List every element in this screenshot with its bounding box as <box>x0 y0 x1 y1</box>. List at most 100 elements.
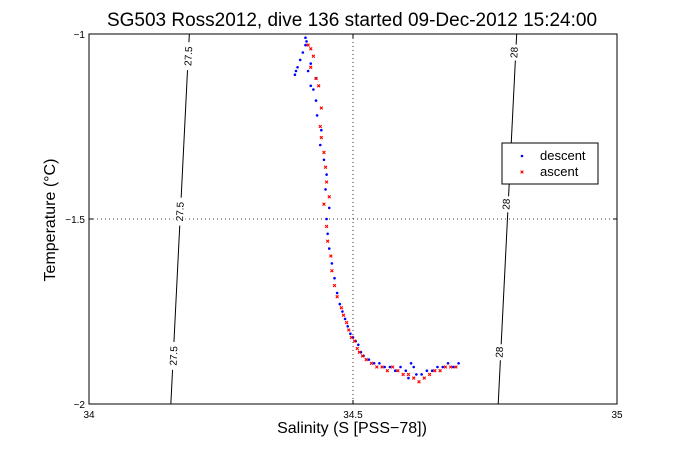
ascent-point <box>349 335 354 340</box>
ascent-point <box>364 357 368 362</box>
descent-point <box>378 362 381 365</box>
descent-point <box>301 51 305 54</box>
ascent-point <box>427 372 432 377</box>
y-tick-label: −2 <box>74 400 86 411</box>
ascent-point <box>311 54 316 58</box>
descent-point <box>298 58 302 62</box>
descent-point <box>304 43 307 47</box>
descent-point <box>314 99 318 102</box>
ascent-point <box>314 76 318 81</box>
descent-point <box>341 310 344 313</box>
ascent-point <box>332 283 337 288</box>
isopycnal-label-text: 27.5 <box>169 346 181 366</box>
legend-label-descent: descent <box>540 148 586 163</box>
descent-point <box>441 365 445 369</box>
descent-point <box>325 173 328 176</box>
isopycnal-label-text: 28 <box>494 346 506 358</box>
isopycnal-label-bg <box>166 341 181 371</box>
ascent-point <box>357 350 362 354</box>
ascent-point <box>319 106 324 110</box>
isopycnal-lines: 27.5 27.5 27.5 28 28 28 <box>166 33 521 405</box>
descent-point <box>327 247 331 250</box>
legend-marker-ascent <box>520 170 524 174</box>
ascent-point <box>360 354 365 358</box>
descent-point <box>404 369 408 373</box>
ascent-point <box>380 365 384 369</box>
legend-marker-descent <box>520 154 524 158</box>
ascent-point <box>411 376 416 380</box>
legend-box <box>501 142 599 185</box>
ascent-point <box>327 195 332 199</box>
isopycnal-label: 27.5 <box>181 41 195 71</box>
ascent-point <box>325 239 330 243</box>
isopycnal-label: 28 <box>492 343 506 361</box>
plot-area: 27.5 27.5 27.5 28 28 28 34 34.5 35 −2 −1.5 −1 <box>65 30 623 421</box>
isopycnal-label-text: 28 <box>501 198 513 210</box>
x-tick-label: 34.5 <box>343 410 363 421</box>
x-axis-label: Salinity (S [PSS−78]) <box>277 420 427 437</box>
ascent-point <box>385 368 390 373</box>
isopycnal-label-bg <box>181 41 195 71</box>
ascent-point <box>330 269 334 273</box>
ascent-point <box>454 365 458 369</box>
descent-point <box>346 325 350 328</box>
descent-point <box>446 362 450 365</box>
descent-point <box>309 62 313 65</box>
legend-item-descent: descent <box>520 148 586 163</box>
ascent-point <box>417 380 421 384</box>
ascent-point <box>390 365 395 369</box>
axis-ticks: 34 34.5 35 −2 −1.5 −1 <box>65 30 623 421</box>
descent-point <box>393 369 397 373</box>
ascent-point <box>401 372 405 377</box>
ascent-point <box>308 65 313 70</box>
descent-point <box>388 365 392 369</box>
x-tick-label: 34 <box>83 410 95 421</box>
descent-point <box>452 365 455 369</box>
ascent-point <box>323 165 328 169</box>
ascent-point <box>324 224 329 229</box>
descent-point <box>425 369 429 373</box>
isopycnal-label-bg <box>499 195 513 213</box>
descent-point <box>407 376 410 380</box>
ascent-point <box>319 135 324 140</box>
ascent-series <box>306 43 458 384</box>
descent-point <box>436 365 439 369</box>
ascent-point <box>335 294 339 299</box>
descent-point <box>315 114 319 117</box>
descent-point <box>318 143 322 147</box>
descent-point <box>304 36 307 39</box>
descent-point <box>412 365 416 369</box>
descent-point <box>324 188 327 191</box>
descent-point <box>309 84 313 88</box>
descent-point <box>294 69 298 73</box>
descent-point <box>293 73 297 76</box>
isopycnal-label-text: 28 <box>509 46 521 58</box>
ascent-point <box>369 361 374 366</box>
ascent-point <box>341 313 346 317</box>
descent-point <box>372 362 376 365</box>
descent-point <box>367 358 371 361</box>
isopycnal-line <box>497 33 518 405</box>
ascent-point <box>438 368 442 373</box>
descent-point <box>326 232 329 236</box>
y-axis-label: Temperature (°C) <box>42 159 59 282</box>
descent-point <box>420 373 423 376</box>
descent-point <box>349 332 352 336</box>
data-marks <box>293 36 460 384</box>
isopycnal-label: 28 <box>507 44 521 61</box>
ascent-point <box>374 365 379 369</box>
isopycnal-label-bg <box>492 343 506 361</box>
ascent-point <box>322 202 326 206</box>
ascent-point <box>448 365 453 369</box>
descent-point <box>312 88 315 91</box>
ascent-point <box>306 43 310 47</box>
ascent-point <box>443 365 448 369</box>
isopycnal-label: 27.5 <box>166 341 181 371</box>
descent-point <box>327 206 331 210</box>
ascent-point <box>422 376 427 380</box>
descent-point <box>333 276 336 280</box>
ascent-point <box>318 124 323 129</box>
